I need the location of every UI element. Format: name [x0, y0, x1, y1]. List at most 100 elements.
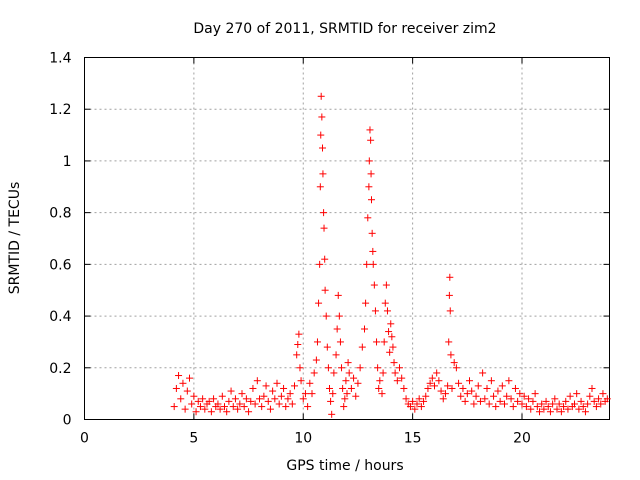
- data-point: [341, 395, 349, 403]
- data-point: [266, 405, 274, 413]
- y-tick-label: 0: [63, 413, 72, 429]
- data-point: [326, 384, 333, 392]
- data-point: [479, 369, 487, 377]
- y-tick-label: 0.6: [49, 257, 71, 273]
- data-point: [483, 384, 491, 392]
- data-point: [459, 384, 467, 392]
- data-point: [463, 390, 471, 398]
- data-point: [494, 387, 502, 395]
- data-point: [177, 395, 185, 403]
- data-point: [437, 387, 445, 395]
- data-point: [516, 390, 524, 398]
- data-point: [386, 348, 394, 356]
- data-point: [245, 408, 253, 416]
- data-point: [533, 403, 541, 411]
- y-tick-label: 1: [63, 154, 72, 170]
- data-point: [317, 92, 325, 100]
- data-point: [312, 356, 320, 364]
- data-point: [400, 384, 408, 392]
- data-point: [286, 390, 294, 398]
- data-point: [445, 338, 453, 346]
- data-point: [324, 364, 332, 372]
- data-point: [388, 333, 396, 341]
- data-point: [170, 403, 178, 411]
- data-point: [335, 312, 343, 320]
- y-axis-label: SRMTID / TECUs: [7, 182, 23, 295]
- data-point: [313, 338, 321, 346]
- data-point: [450, 359, 458, 367]
- data-point: [256, 395, 263, 403]
- data-point: [172, 384, 180, 392]
- x-tick-labels: 0 5 10 15 20: [80, 431, 531, 447]
- data-point: [546, 408, 554, 416]
- data-point: [368, 229, 376, 237]
- data-point: [374, 364, 382, 372]
- data-point: [507, 395, 515, 403]
- data-point: [301, 390, 309, 398]
- data-point: [590, 397, 598, 405]
- data-point: [369, 260, 377, 268]
- data-point: [380, 338, 388, 346]
- data-point: [333, 325, 341, 333]
- data-point: [597, 400, 605, 408]
- data-point: [529, 397, 537, 405]
- data-point: [447, 351, 455, 359]
- data-point: [363, 260, 371, 268]
- data-point: [365, 183, 373, 191]
- data-point: [387, 320, 395, 328]
- data-point: [444, 382, 452, 390]
- data-point: [291, 382, 298, 390]
- data-point: [320, 209, 328, 217]
- data-point: [514, 397, 522, 405]
- data-point: [549, 400, 557, 408]
- data-point: [560, 403, 568, 411]
- data-point: [428, 374, 436, 382]
- data-point: [441, 390, 449, 398]
- data-point: [409, 397, 417, 405]
- data-point: [320, 224, 328, 232]
- data-point: [468, 387, 476, 395]
- data-point: [365, 157, 373, 165]
- data-point: [368, 196, 375, 204]
- data-point: [599, 390, 607, 398]
- data-point: [367, 170, 375, 178]
- data-point: [242, 395, 250, 403]
- data-point: [269, 387, 277, 395]
- data-point: [175, 372, 183, 380]
- data-point: [373, 338, 381, 346]
- data-point: [181, 405, 189, 413]
- x-tick-label: 15: [404, 431, 422, 447]
- data-point: [214, 400, 222, 408]
- data-point: [231, 395, 239, 403]
- data-point: [566, 392, 574, 400]
- data-point: [277, 392, 285, 400]
- data-point: [186, 374, 193, 382]
- data-point: [584, 400, 592, 408]
- data-point: [383, 307, 391, 315]
- data-point: [571, 400, 578, 408]
- data-point: [356, 364, 364, 372]
- data-point: [288, 400, 296, 408]
- data-point: [555, 400, 563, 408]
- data-point: [398, 374, 406, 382]
- axis-ticks: [84, 57, 610, 420]
- data-point: [336, 338, 344, 346]
- data-point: [179, 379, 187, 387]
- data-point: [316, 183, 324, 191]
- data-point: [236, 400, 244, 408]
- data-point: [544, 403, 552, 411]
- data-point: [199, 395, 207, 403]
- data-point: [234, 405, 242, 413]
- x-axis-label: GPS time / hours: [286, 458, 403, 474]
- data-point: [183, 387, 191, 395]
- data-point: [415, 395, 423, 403]
- data-point: [304, 403, 312, 411]
- data-point: [492, 403, 500, 411]
- data-point: [321, 255, 329, 263]
- data-point: [218, 392, 226, 400]
- data-point: [527, 405, 535, 413]
- data-point: [358, 343, 366, 351]
- data-point: [294, 341, 302, 349]
- data-point: [260, 392, 268, 400]
- data-point: [487, 377, 495, 385]
